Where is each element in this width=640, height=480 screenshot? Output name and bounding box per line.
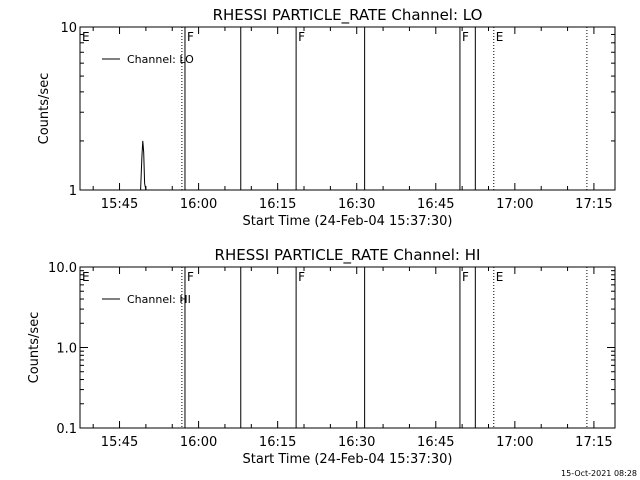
y-tick-label: 10.0	[48, 261, 77, 276]
chart-title: RHESSI PARTICLE_RATE Channel: LO	[213, 6, 483, 25]
flag-label: F	[298, 270, 305, 284]
x-tick-label: 16:30	[338, 435, 375, 450]
plot-frame	[79, 266, 616, 429]
flag-label: F	[298, 30, 305, 44]
plot-frame	[79, 26, 616, 191]
legend-label: Channel: LO	[127, 53, 194, 66]
y-tick-label: 1.0	[56, 342, 77, 357]
x-tick-label: 16:15	[259, 197, 296, 212]
legend-label: Channel: HI	[127, 293, 191, 306]
x-tick-label: 17:00	[496, 197, 533, 212]
footer-timestamp: 15-Oct-2021 08:28	[561, 469, 637, 478]
y-axis-label: Counts/sec	[37, 73, 52, 145]
flag-label: F	[187, 270, 194, 284]
chart-title: RHESSI PARTICLE_RATE Channel: HI	[215, 246, 481, 265]
x-axis-label: Start Time (24-Feb-04 15:37:30)	[243, 452, 453, 467]
series-line	[140, 140, 147, 191]
flag-label: F	[187, 30, 194, 44]
x-tick-label: 15:45	[101, 197, 138, 212]
x-tick-label: 17:15	[575, 197, 612, 212]
y-tick-label: 1	[69, 184, 77, 199]
x-tick-label: 16:45	[417, 435, 454, 450]
y-axis-label: Counts/sec	[27, 312, 42, 384]
x-tick-label: 17:00	[496, 435, 533, 450]
x-tick-label: 16:15	[259, 435, 296, 450]
x-tick-label: 16:00	[180, 435, 217, 450]
flag-label: F	[462, 30, 469, 44]
x-tick-label: 16:00	[180, 197, 217, 212]
flag-label: F	[462, 270, 469, 284]
x-tick-label: 15:45	[101, 435, 138, 450]
flag-label: E	[496, 30, 504, 44]
x-axis-label: Start Time (24-Feb-04 15:37:30)	[243, 214, 453, 229]
y-tick-label: 0.1	[56, 422, 77, 437]
flag-label: E	[496, 270, 504, 284]
flag-label: E	[82, 270, 90, 284]
x-tick-label: 17:15	[575, 435, 612, 450]
x-tick-label: 16:45	[417, 197, 454, 212]
x-tick-label: 16:30	[338, 197, 375, 212]
y-tick-label: 10	[60, 21, 77, 36]
flag-label: E	[82, 30, 90, 44]
